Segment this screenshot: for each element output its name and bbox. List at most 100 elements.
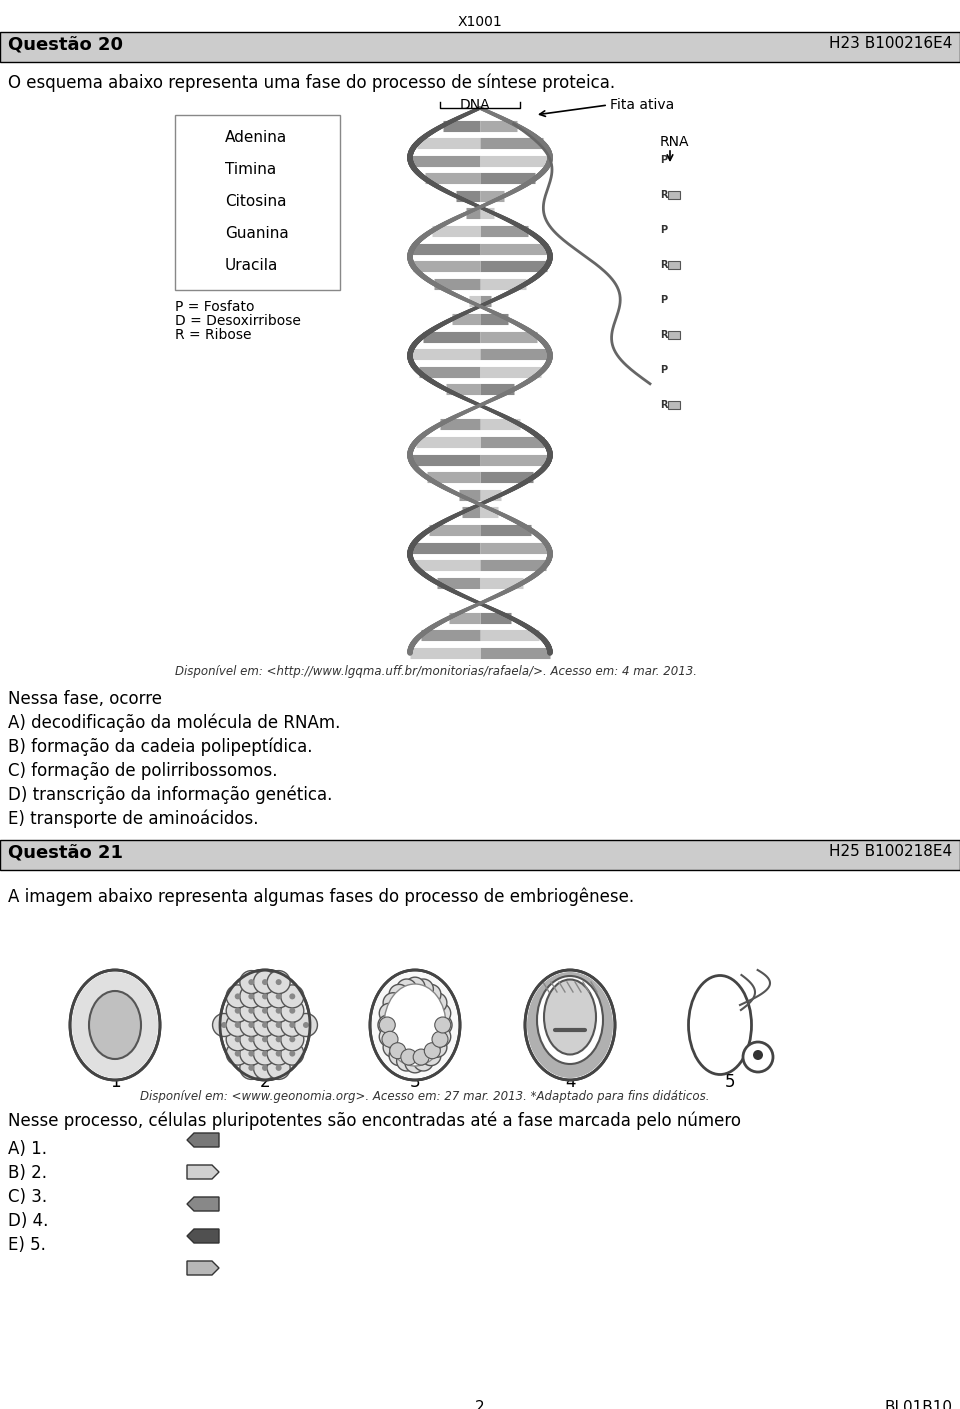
Text: Questão 20: Questão 20 xyxy=(8,37,123,54)
Bar xyxy=(668,261,680,269)
Circle shape xyxy=(295,1013,318,1037)
Bar xyxy=(0,840,960,869)
Circle shape xyxy=(289,1051,296,1057)
Polygon shape xyxy=(187,1229,219,1243)
Circle shape xyxy=(432,1014,452,1036)
Circle shape xyxy=(253,999,276,1022)
Circle shape xyxy=(267,1057,290,1079)
Circle shape xyxy=(383,1037,403,1057)
Circle shape xyxy=(379,1003,399,1023)
Circle shape xyxy=(234,1007,241,1013)
Circle shape xyxy=(427,1037,447,1057)
Text: Nesse processo, células pluripotentes são encontradas até a fase marcada pelo nú: Nesse processo, células pluripotentes sã… xyxy=(8,1112,741,1130)
Text: 2: 2 xyxy=(475,1401,485,1409)
Circle shape xyxy=(267,999,290,1022)
Circle shape xyxy=(227,1043,250,1065)
Circle shape xyxy=(389,985,409,1005)
Circle shape xyxy=(249,1051,254,1057)
Circle shape xyxy=(391,1044,396,1050)
Text: R: R xyxy=(660,330,667,340)
Circle shape xyxy=(276,979,281,985)
Circle shape xyxy=(385,1023,391,1027)
Circle shape xyxy=(267,1043,290,1065)
Circle shape xyxy=(276,1065,281,1071)
Circle shape xyxy=(240,999,263,1022)
Ellipse shape xyxy=(688,975,752,1075)
Circle shape xyxy=(267,971,290,993)
Circle shape xyxy=(276,1022,281,1029)
Circle shape xyxy=(413,985,418,989)
Text: Adenina: Adenina xyxy=(225,130,287,145)
Text: Questão 21: Questão 21 xyxy=(8,844,123,862)
Circle shape xyxy=(262,1065,268,1071)
Circle shape xyxy=(253,1057,276,1079)
Circle shape xyxy=(267,985,290,1007)
Text: Disponível em: <http://www.lgqma.uff.br/monitorias/rafaela/>. Acesso em: 4 mar. : Disponível em: <http://www.lgqma.uff.br/… xyxy=(175,665,697,678)
Circle shape xyxy=(280,999,303,1022)
Text: O esquema abaixo representa uma fase do processo de síntese proteica.: O esquema abaixo representa uma fase do … xyxy=(8,75,615,93)
Text: 1: 1 xyxy=(109,1074,120,1091)
Polygon shape xyxy=(187,1261,219,1275)
Text: B) formação da cadeia polipeptídica.: B) formação da cadeia polipeptídica. xyxy=(8,738,313,757)
Text: Guanina: Guanina xyxy=(225,225,289,241)
Circle shape xyxy=(276,1007,281,1013)
Circle shape xyxy=(379,1017,396,1033)
Ellipse shape xyxy=(527,972,613,1078)
Circle shape xyxy=(240,1057,263,1079)
Ellipse shape xyxy=(370,969,460,1081)
Circle shape xyxy=(405,1053,425,1072)
Circle shape xyxy=(262,993,268,999)
Circle shape xyxy=(432,1031,448,1047)
Circle shape xyxy=(428,1053,433,1058)
Circle shape xyxy=(396,992,401,998)
Bar xyxy=(175,116,340,290)
Circle shape xyxy=(276,993,281,999)
Circle shape xyxy=(434,1000,440,1005)
Circle shape xyxy=(253,1027,276,1051)
Bar xyxy=(668,402,680,409)
Circle shape xyxy=(227,985,250,1007)
Ellipse shape xyxy=(525,969,615,1081)
Circle shape xyxy=(428,992,433,998)
Circle shape xyxy=(234,1022,241,1029)
Text: E) transporte de aminoácidos.: E) transporte de aminoácidos. xyxy=(8,810,258,828)
Bar xyxy=(668,331,680,340)
Circle shape xyxy=(227,1013,250,1037)
Text: R: R xyxy=(660,261,667,271)
Circle shape xyxy=(253,1043,276,1065)
Text: B) 2.: B) 2. xyxy=(8,1164,47,1182)
Circle shape xyxy=(249,1036,254,1043)
Circle shape xyxy=(267,1027,290,1051)
Circle shape xyxy=(413,1061,418,1065)
Circle shape xyxy=(379,1027,399,1047)
Text: A imagem abaixo representa algumas fases do processo de embriogênese.: A imagem abaixo representa algumas fases… xyxy=(8,888,635,906)
Circle shape xyxy=(227,1027,250,1051)
Text: P: P xyxy=(660,294,667,304)
Circle shape xyxy=(234,993,241,999)
Text: Nessa fase, ocorre: Nessa fase, ocorre xyxy=(8,690,162,707)
Ellipse shape xyxy=(72,972,158,1078)
Circle shape xyxy=(240,971,263,993)
Circle shape xyxy=(434,1044,440,1050)
Circle shape xyxy=(253,985,276,1007)
Circle shape xyxy=(280,1043,303,1065)
Circle shape xyxy=(262,979,268,985)
Circle shape xyxy=(234,1051,241,1057)
Text: P: P xyxy=(660,365,667,375)
Circle shape xyxy=(289,1007,296,1013)
Text: C) formação de polirribossomos.: C) formação de polirribossomos. xyxy=(8,762,277,781)
Circle shape xyxy=(289,1036,296,1043)
Circle shape xyxy=(427,993,447,1013)
Circle shape xyxy=(440,1023,444,1027)
Circle shape xyxy=(383,993,403,1013)
Ellipse shape xyxy=(372,972,458,1078)
Circle shape xyxy=(262,1051,268,1057)
Circle shape xyxy=(253,971,276,993)
Text: H25 B100218E4: H25 B100218E4 xyxy=(828,844,952,859)
Bar xyxy=(668,192,680,199)
Circle shape xyxy=(405,978,425,998)
Circle shape xyxy=(289,1022,296,1029)
Circle shape xyxy=(280,1013,303,1037)
Circle shape xyxy=(389,1045,409,1065)
Circle shape xyxy=(743,1043,773,1072)
